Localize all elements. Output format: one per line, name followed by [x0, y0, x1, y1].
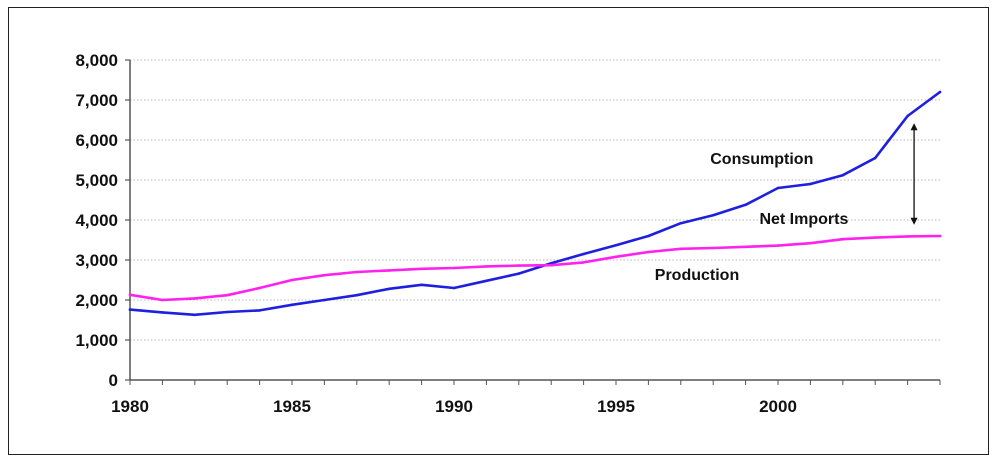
- data-point: [614, 255, 618, 259]
- data-point: [517, 264, 521, 267]
- data-point: [744, 203, 747, 207]
- x-tick-label: 1980: [111, 397, 149, 416]
- data-point: [647, 234, 650, 238]
- annotation-label: Consumption: [710, 151, 813, 168]
- data-point: [290, 278, 294, 282]
- y-tick-label: 1,000: [75, 331, 118, 350]
- data-point: [744, 245, 747, 249]
- data-point: [582, 252, 585, 256]
- data-point: [387, 269, 391, 272]
- data-point: [485, 279, 488, 283]
- data-point: [938, 90, 942, 94]
- x-tick-label: 1990: [435, 397, 473, 416]
- arrow-head-up: [910, 123, 918, 131]
- series-lines: [128, 90, 942, 317]
- data-point: [711, 213, 715, 217]
- chart-frame: 0 1,000 2,000 3,000 4,000 5,000 6,000 7,000 8,00…: [8, 7, 989, 455]
- data-point: [549, 263, 553, 267]
- data-point: [193, 297, 197, 300]
- data-point: [582, 261, 585, 264]
- data-point: [258, 309, 261, 312]
- data-point: [258, 286, 261, 290]
- y-tick-label: 6,000: [75, 131, 118, 150]
- y-tick-label: 5,000: [75, 171, 118, 190]
- x-tick-label: 1995: [597, 397, 635, 416]
- y-tick-label: 7,000: [75, 91, 118, 110]
- data-point: [873, 156, 877, 160]
- data-point: [938, 234, 942, 238]
- data-point: [355, 293, 359, 297]
- x-tick-label: 1985: [273, 397, 311, 416]
- data-point: [355, 270, 359, 274]
- data-point: [225, 310, 229, 314]
- data-point: [906, 235, 909, 238]
- data-point: [290, 303, 294, 307]
- data-point: [841, 237, 845, 241]
- data-point: [809, 182, 812, 186]
- y-tick-label: 4,000: [75, 211, 118, 230]
- annotations: Consumption Net Imports Production: [655, 123, 918, 284]
- data-point: [647, 250, 650, 254]
- data-point: [711, 246, 715, 250]
- data-point: [809, 241, 812, 245]
- y-tick-label: 8,000: [75, 51, 118, 70]
- data-point: [128, 293, 132, 297]
- data-point: [841, 173, 845, 177]
- y-tick-label: 3,000: [75, 251, 118, 270]
- data-point: [873, 236, 877, 239]
- line-chart: 0 1,000 2,000 3,000 4,000 5,000 6,000 7,000 8,00…: [75, 51, 942, 416]
- y-tick-label: 2,000: [75, 291, 118, 310]
- series-line-1: [128, 234, 942, 302]
- data-point: [420, 267, 423, 271]
- gridlines: [130, 59, 940, 341]
- data-point: [323, 273, 326, 277]
- data-point: [420, 283, 423, 287]
- annotation-label: Production: [655, 267, 739, 284]
- arrow-head-down: [910, 217, 918, 225]
- annotation-label: Net Imports: [759, 211, 848, 228]
- data-point: [128, 308, 132, 311]
- data-point: [225, 293, 229, 297]
- y-axis-ticks: 0 1,000 2,000 3,000 4,000 5,000 6,000 7,000 8,00…: [75, 51, 130, 390]
- data-point: [161, 311, 164, 314]
- data-point: [517, 272, 521, 275]
- data-point: [679, 221, 683, 225]
- data-point: [323, 298, 326, 302]
- series-line-0: [128, 90, 942, 317]
- data-point: [485, 265, 488, 268]
- y-tick-label: 0: [109, 371, 118, 390]
- data-point: [776, 244, 780, 247]
- data-point: [452, 266, 456, 270]
- data-point: [452, 286, 456, 290]
- data-point: [614, 243, 618, 247]
- data-point: [161, 298, 164, 302]
- data-point: [387, 287, 391, 291]
- x-axis-ticks: 1980 1985 1990 1995 2000: [111, 380, 941, 416]
- data-point: [679, 247, 683, 251]
- x-tick-label: 2000: [759, 397, 797, 416]
- data-point: [906, 114, 909, 118]
- data-point: [776, 186, 780, 190]
- data-point: [193, 313, 197, 317]
